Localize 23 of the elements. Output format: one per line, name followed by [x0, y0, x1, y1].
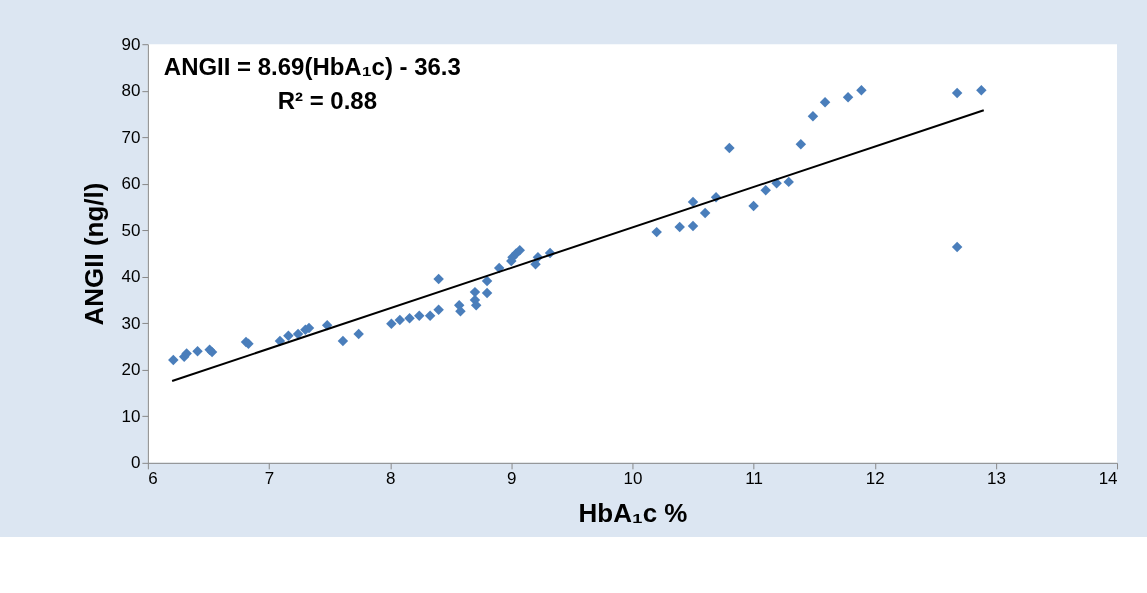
x-tick-label: 11: [745, 469, 763, 489]
y-tick-label: 40: [121, 267, 141, 287]
y-tick-label: 20: [121, 360, 141, 380]
x-tick-label: 7: [264, 469, 275, 489]
x-tick-label: 14: [1098, 469, 1118, 489]
x-tick-label: 8: [385, 469, 396, 489]
x-tick-label: 6: [148, 469, 158, 489]
annotation: R² = 0.88: [277, 87, 378, 115]
y-tick-label: 30: [121, 313, 141, 333]
y-tick-label: 70: [121, 127, 141, 147]
x-tick-label: 10: [623, 469, 643, 489]
y-axis-title: ANGII (ng/l): [78, 182, 109, 326]
y-tick-label: 90: [121, 34, 141, 54]
x-tick-label: 12: [865, 469, 885, 489]
x-tick-label: 9: [507, 469, 517, 489]
y-tick-label: 80: [121, 81, 141, 101]
x-axis-title: HbA₁c %: [578, 498, 688, 529]
annotation: ANGII = 8.69(HbA₁c) - 36.3: [163, 53, 461, 81]
y-tick-label: 10: [121, 406, 141, 426]
y-tick-label: 60: [121, 174, 141, 194]
y-tick-label: 0: [130, 453, 141, 473]
y-tick-label: 50: [121, 220, 141, 240]
x-tick-label: 13: [986, 469, 1006, 489]
